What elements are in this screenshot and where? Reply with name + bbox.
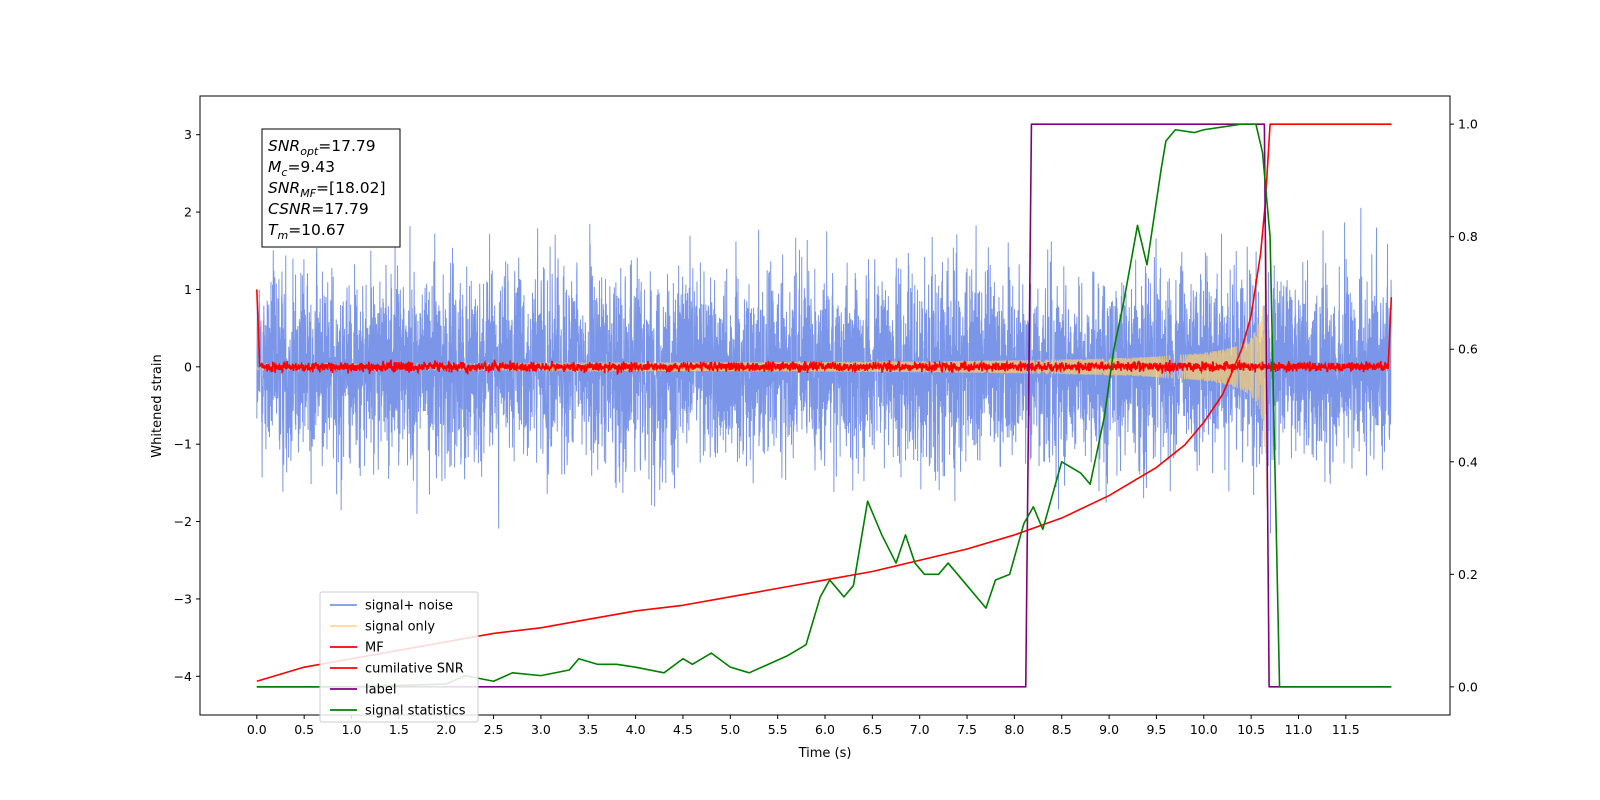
y2-tick-label: 0.6 <box>1458 342 1478 357</box>
x-axis-label: Time (s) <box>798 746 852 761</box>
y-tick-label: −4 <box>174 669 192 684</box>
x-tick-label: 2.5 <box>484 722 504 737</box>
y-axis-right: 1.0 0.8 0.6 0.4 0.2 0.0 <box>1450 117 1478 694</box>
info-line: SNRopt=17.79 <box>268 137 376 158</box>
legend-frame <box>319 591 479 723</box>
y-tick-label: 3 <box>184 127 192 142</box>
x-tick-label: 11.0 <box>1285 722 1313 737</box>
y-tick-label: −1 <box>174 437 192 452</box>
y2-tick-label: 0.2 <box>1458 567 1478 582</box>
y2-tick-label: 0.4 <box>1458 454 1478 469</box>
x-tick-label: 10.0 <box>1190 722 1218 737</box>
x-tick-label: 10.5 <box>1237 722 1265 737</box>
x-axis: 0.0 0.5 1.0 1.5 2.0 2.5 3.0 3.5 4.0 4.5 5.0 5.5 6.0 6… <box>247 715 1360 737</box>
x-tick-label: 0.0 <box>247 722 267 737</box>
series-cumulative-snr <box>256 123 1392 683</box>
x-tick-label: 7.5 <box>957 722 977 737</box>
info-line: Mc=9.43 <box>268 158 335 179</box>
x-tick-label: 1.5 <box>389 722 409 737</box>
x-tick-label: 8.0 <box>1004 722 1024 737</box>
x-tick-label: 9.5 <box>1146 722 1166 737</box>
x-tick-label: 4.0 <box>626 722 646 737</box>
legend-entry: label <box>365 683 396 698</box>
x-tick-label: 5.5 <box>768 722 788 737</box>
info-box: SNRopt=17.79Mc=9.43SNRMF=[18.02]CSNR=17.… <box>261 128 401 248</box>
x-tick-label: 6.0 <box>815 722 835 737</box>
y-axis-label: Whitened strain <box>150 354 165 457</box>
legend-entry: MF <box>365 641 384 656</box>
info-line: Tm=10.67 <box>268 221 346 242</box>
plot-area <box>256 123 1393 688</box>
x-tick-label: 5.0 <box>720 722 740 737</box>
x-tick-label: 11.5 <box>1332 722 1360 737</box>
x-tick-label: 8.5 <box>1052 722 1072 737</box>
x-tick-label: 3.5 <box>578 722 598 737</box>
series-mf <box>256 289 1393 375</box>
x-tick-label: 7.0 <box>910 722 930 737</box>
legend: signal+ noise signal only MF cumilative SNR… <box>319 591 479 723</box>
legend-entry: signal+ noise <box>365 599 453 614</box>
x-tick-label: 9.0 <box>1099 722 1119 737</box>
legend-entry: signal statistics <box>365 704 466 719</box>
info-line: SNRMF=[18.02] <box>268 179 386 200</box>
y2-tick-label: 1.0 <box>1458 117 1478 132</box>
y-tick-label: 2 <box>184 205 192 220</box>
x-tick-label: 3.0 <box>531 722 551 737</box>
x-tick-label: 6.5 <box>862 722 882 737</box>
x-tick-label: 2.0 <box>436 722 456 737</box>
series-signal-statistics <box>256 123 1392 688</box>
y-tick-label: −2 <box>174 514 192 529</box>
y2-tick-label: 0.8 <box>1458 229 1478 244</box>
y-tick-label: 0 <box>184 359 192 374</box>
info-box-frame <box>261 128 401 248</box>
x-tick-label: 4.5 <box>673 722 693 737</box>
y-axis-left: 3 2 1 0 −1 −2 −3 −4 <box>174 127 200 684</box>
y2-tick-label: 0.0 <box>1458 679 1478 694</box>
x-tick-label: 0.5 <box>294 722 314 737</box>
legend-entry: cumilative SNR <box>365 662 464 677</box>
legend-entry: signal only <box>365 620 435 635</box>
x-tick-label: 1.0 <box>342 722 362 737</box>
y-tick-label: 1 <box>184 282 192 297</box>
series-signal-noise <box>256 207 1392 534</box>
y-tick-label: −3 <box>174 591 192 606</box>
info-line: CSNR=17.79 <box>268 200 369 218</box>
